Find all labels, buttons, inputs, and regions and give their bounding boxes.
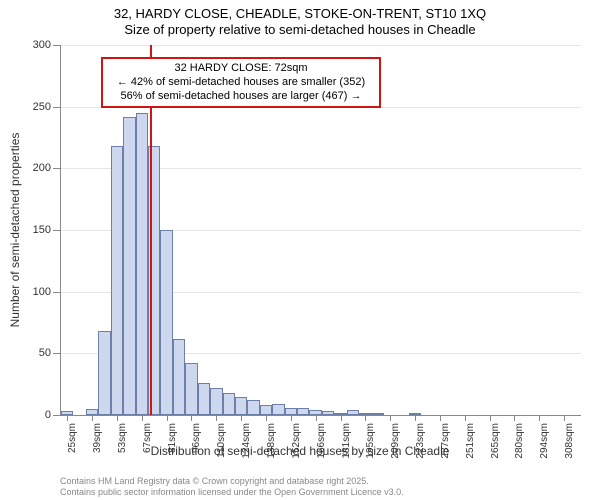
x-tick [241,415,242,421]
histogram-bar [173,339,185,415]
x-tick [390,415,391,421]
x-tick [415,415,416,421]
x-tick [490,415,491,421]
histogram-bar [285,408,297,415]
y-tick-label: 0 [11,409,51,421]
x-tick [440,415,441,421]
histogram-bar [210,388,222,415]
x-tick [564,415,565,421]
x-tick [514,415,515,421]
y-tick-label: 300 [11,39,51,51]
property-info-box: 32 HARDY CLOSE: 72sqm← 42% of semi-detac… [101,57,381,108]
y-tick-label: 50 [11,347,51,359]
histogram-bar [347,410,359,415]
x-tick [465,415,466,421]
histogram-bar [297,408,309,415]
x-tick [266,415,267,421]
x-tick [142,415,143,421]
y-tick-label: 250 [11,101,51,113]
title-line-1: 32, HARDY CLOSE, CHEADLE, STOKE-ON-TRENT… [0,6,600,22]
y-tick [53,168,61,169]
y-tick-label: 150 [11,224,51,236]
histogram-bar [372,413,384,415]
histogram-bar [185,363,197,415]
histogram-bar [160,230,172,415]
histogram-bar [322,411,334,415]
x-tick [341,415,342,421]
x-axis-label: Distribution of semi-detached houses by … [0,444,600,458]
histogram-bar [198,383,210,415]
histogram-bar [136,113,148,415]
y-tick [53,107,61,108]
info-box-line-1: 32 HARDY CLOSE: 72sqm [109,62,373,76]
x-tick [539,415,540,421]
histogram-bar [260,405,272,415]
x-tick [167,415,168,421]
plot-area: 05010015020025030025sqm39sqm53sqm67sqm81… [60,45,581,416]
histogram-chart: Number of semi-detached properties 05010… [0,40,600,460]
y-tick [53,45,61,46]
histogram-bar [272,404,284,415]
histogram-bar [111,146,123,415]
x-tick [316,415,317,421]
histogram-bar [247,400,259,415]
x-tick [216,415,217,421]
title-line-2: Size of property relative to semi-detach… [0,22,600,38]
y-tick [53,230,61,231]
y-tick [53,415,61,416]
grid-line [61,45,581,46]
x-tick [291,415,292,421]
histogram-bar [123,117,135,415]
y-tick-label: 100 [11,286,51,298]
footer-line-2: Contains public sector information licen… [60,487,404,498]
y-tick [53,353,61,354]
x-tick [92,415,93,421]
histogram-bar [235,397,247,416]
info-box-line-2: ← 42% of semi-detached houses are smalle… [109,76,373,90]
x-tick [191,415,192,421]
info-box-line-3: 56% of semi-detached houses are larger (… [109,90,373,104]
x-tick [365,415,366,421]
histogram-bar [98,331,110,415]
histogram-bar [223,393,235,415]
x-tick [117,415,118,421]
footer-line-1: Contains HM Land Registry data © Crown c… [60,476,404,487]
y-tick [53,292,61,293]
y-tick-label: 200 [11,162,51,174]
footer-attribution: Contains HM Land Registry data © Crown c… [60,476,404,498]
x-tick [67,415,68,421]
